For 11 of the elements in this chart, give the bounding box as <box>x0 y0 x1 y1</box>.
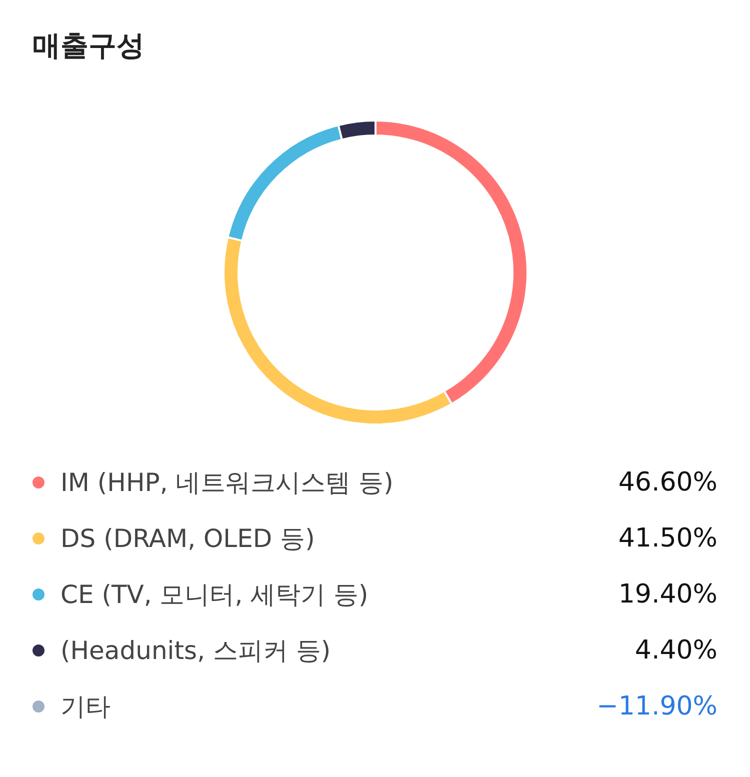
data-label: 41.50% <box>618 524 718 554</box>
data-label: 19.40% <box>618 580 718 610</box>
legend-label: (Headunits, 스피커 등) <box>60 636 331 665</box>
data-label: 4.40% <box>634 636 718 666</box>
legend-label: CE (TV, 모니터, 세탁기 등) <box>60 580 368 609</box>
legend-label: 기타 <box>60 692 110 721</box>
chart-title: 매출구성 <box>32 29 144 62</box>
data-label: 46.60% <box>618 468 718 498</box>
text: −11.90% <box>596 692 718 722</box>
legend-label: DS (DRAM, OLED 등) <box>60 524 315 553</box>
legend-label: IM (HHP, 네트워크시스템 등) <box>60 468 394 497</box>
